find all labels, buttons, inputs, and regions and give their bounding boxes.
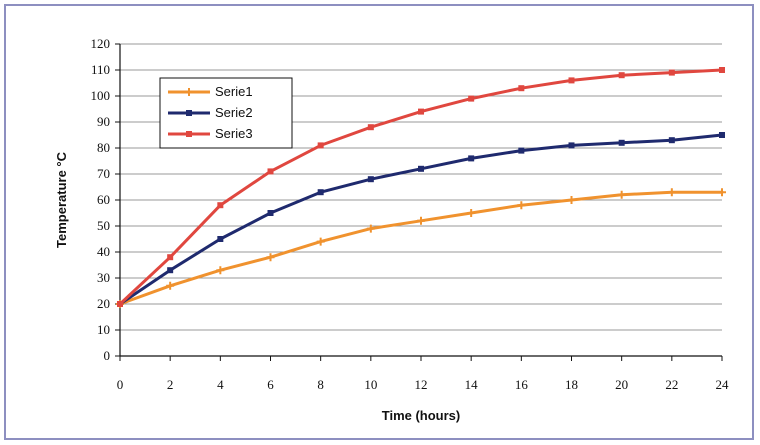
- data-point: [266, 253, 275, 262]
- y-tick-label: 80: [97, 140, 110, 155]
- data-point: [166, 281, 175, 290]
- data-point: [167, 267, 174, 274]
- legend-label: Serie3: [215, 126, 253, 141]
- data-point: [668, 137, 675, 144]
- x-tick-labels: 0 2 4 6 8 10 12 14 16 18 20 22 24: [117, 356, 729, 392]
- data-point: [267, 210, 274, 216]
- x-tick-label: 10: [364, 377, 377, 392]
- y-tick-label: 30: [97, 270, 110, 285]
- data-point: [217, 236, 224, 242]
- data-point: [718, 188, 726, 197]
- data-point: [467, 209, 476, 217]
- data-point: [418, 108, 424, 115]
- y-tick-label: 110: [91, 62, 110, 77]
- data-point: [167, 254, 174, 261]
- data-point: [468, 95, 475, 102]
- y-tick-label: 60: [97, 192, 110, 207]
- x-tick-label: 12: [415, 377, 428, 392]
- x-tick-label: 18: [565, 377, 578, 392]
- data-point: [618, 72, 625, 79]
- legend: Serie1 Serie2 Serie3: [159, 77, 293, 149]
- x-tick-label: 2: [167, 377, 174, 392]
- data-point: [317, 142, 324, 149]
- x-tick-label: 14: [465, 377, 479, 392]
- data-point: [667, 188, 676, 197]
- series-serie2: [117, 132, 725, 307]
- data-point: [417, 216, 425, 225]
- y-tick-label: 0: [104, 348, 111, 363]
- y-tick-label: 90: [97, 114, 110, 129]
- y-tick-label: 70: [97, 166, 110, 181]
- data-point: [367, 176, 374, 183]
- data-point: [316, 237, 325, 246]
- data-point: [668, 69, 675, 76]
- legend-marker: [186, 110, 192, 116]
- data-point: [618, 139, 625, 146]
- x-tick-label: 0: [117, 377, 124, 392]
- data-point: [567, 196, 576, 204]
- x-tick-label: 22: [665, 377, 678, 392]
- y-tick-label: 20: [97, 296, 110, 311]
- x-axis-title: Time (hours): [382, 408, 461, 423]
- y-tick-label: 100: [91, 88, 111, 103]
- x-tick-label: 6: [267, 377, 274, 392]
- data-point: [518, 147, 525, 154]
- y-tick-label: 40: [97, 244, 110, 259]
- data-point: [117, 301, 123, 307]
- data-point: [719, 67, 725, 73]
- data-point: [216, 266, 225, 275]
- data-point: [367, 124, 374, 131]
- data-point: [267, 168, 274, 175]
- y-tick-labels: 0 10 20 30 40 50 60 70 80 90 100 110 120: [91, 36, 120, 363]
- series-serie3: [117, 67, 725, 307]
- y-tick-label: 120: [91, 36, 111, 51]
- data-point: [317, 189, 324, 196]
- data-point: [568, 142, 575, 149]
- data-point: [617, 190, 626, 199]
- x-tick-label: 4: [217, 377, 224, 392]
- y-tick-label: 10: [97, 322, 110, 337]
- data-point: [366, 224, 375, 233]
- legend-marker: [186, 131, 192, 137]
- data-point: [468, 155, 475, 162]
- series-group: [116, 67, 726, 308]
- series-serie1: [116, 188, 726, 308]
- x-tick-label: 24: [716, 377, 730, 392]
- y-tick-label: 50: [97, 218, 110, 233]
- y-axis-title: Temperature °C: [54, 151, 69, 248]
- legend-label: Serie1: [215, 84, 253, 99]
- data-point: [418, 165, 424, 172]
- x-tick-label: 8: [317, 377, 324, 392]
- legend-label: Serie2: [215, 105, 253, 120]
- data-point: [719, 132, 725, 138]
- data-point: [518, 85, 525, 92]
- data-point: [568, 77, 575, 84]
- data-point: [517, 201, 526, 210]
- x-tick-label: 16: [515, 377, 529, 392]
- data-point: [217, 202, 224, 209]
- x-tick-label: 20: [615, 377, 628, 392]
- legend-marker: [185, 88, 193, 96]
